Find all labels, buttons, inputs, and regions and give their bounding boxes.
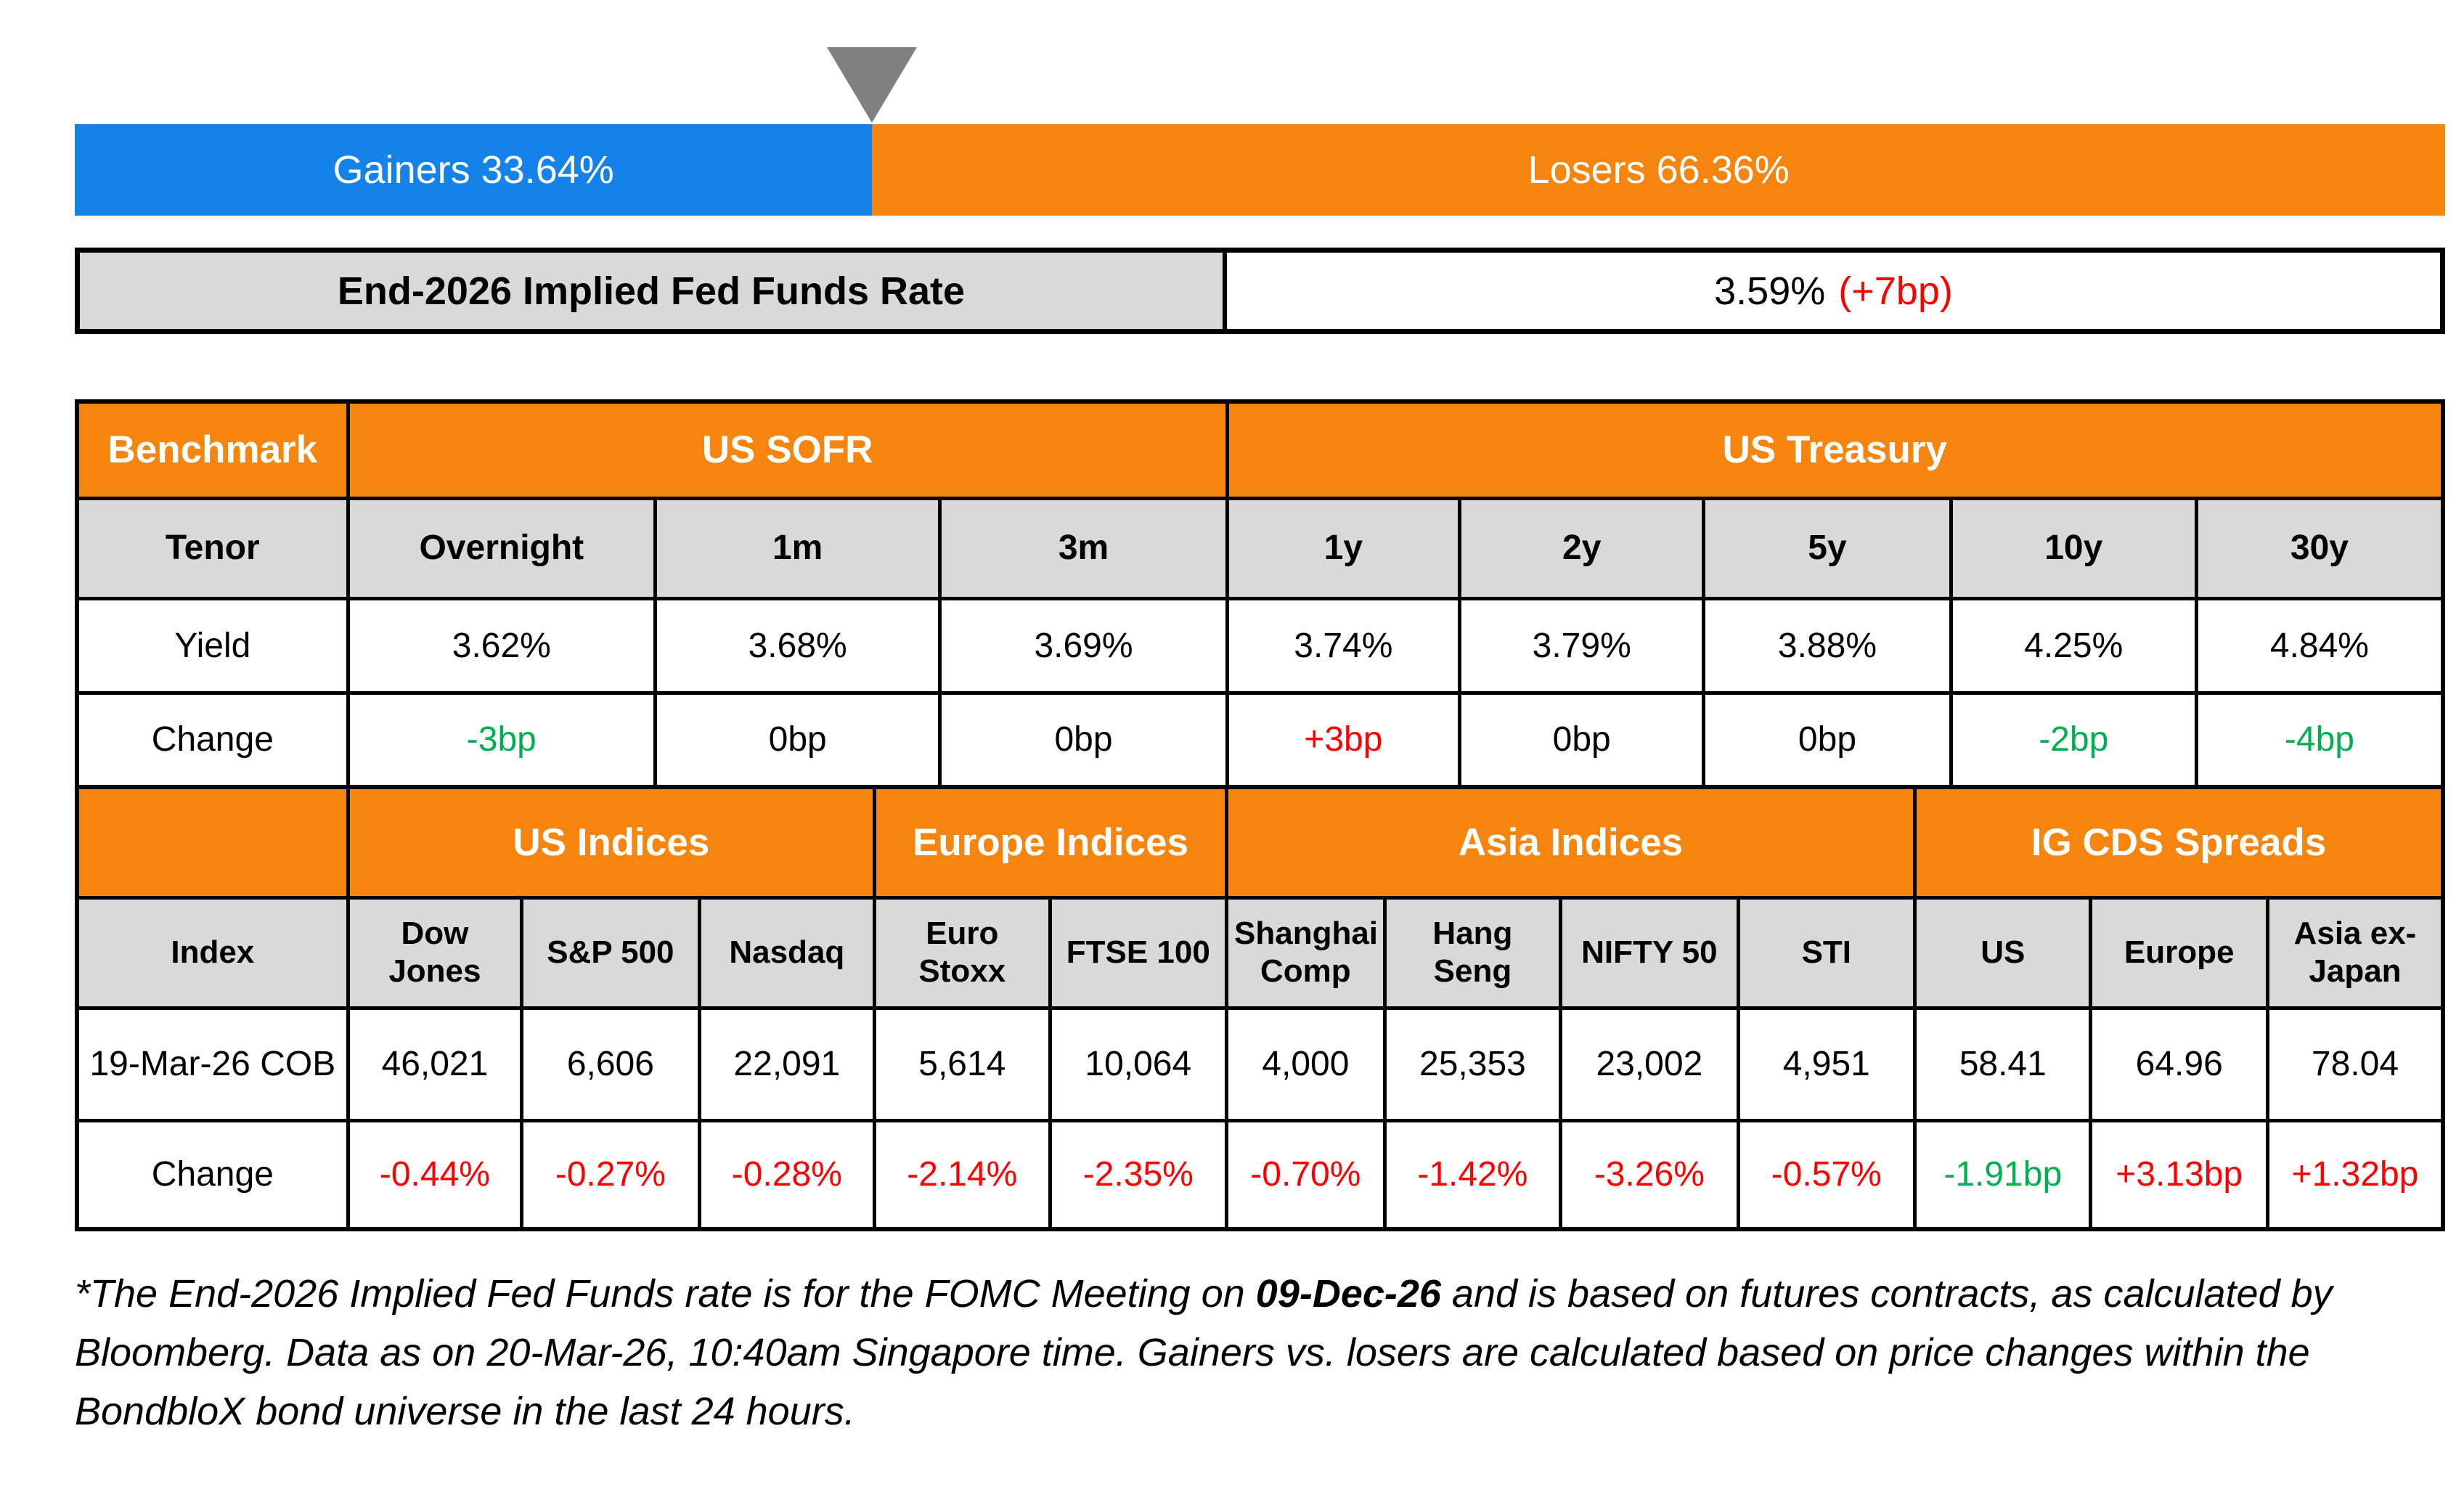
gainers-losers-bar: Gainers 33.64% Losers 66.36% xyxy=(75,124,2445,216)
yield-change-cell: 0bp xyxy=(1702,690,1953,789)
fed-funds-label: End-2026 Implied Fed Funds Rate xyxy=(80,253,1227,329)
asia-indices-header-cell: Asia Indices xyxy=(1224,785,1917,900)
yield-cell: 3.74% xyxy=(1225,596,1462,695)
tenor-row-label: Tenor xyxy=(75,496,350,600)
benchmark-header-cell: Benchmark xyxy=(75,399,350,500)
index-name-cell: Shanghai Comp xyxy=(1225,895,1387,1010)
date-row-label: 19-Mar-26 COB xyxy=(75,1006,350,1122)
index-name-cell: NIFTY 50 xyxy=(1559,895,1740,1010)
tenor-cell: 5y xyxy=(1702,496,1953,600)
tenor-cell: Overnight xyxy=(346,496,657,600)
index-change-cell: -0.27% xyxy=(520,1118,701,1231)
yield-change-cell: 0bp xyxy=(938,690,1229,789)
tenor-cell: 10y xyxy=(1949,496,2198,600)
indices-table: US Indices Europe Indices Asia Indices I… xyxy=(75,785,2445,1231)
index-change-cell: -0.70% xyxy=(1225,1118,1387,1231)
yield-change-cell: +3bp xyxy=(1225,690,1462,789)
yield-cell: 3.62% xyxy=(346,596,657,695)
fed-funds-value: 3.59% (+7bp) xyxy=(1226,253,2440,329)
index-value-cell: 58.41 xyxy=(1913,1006,2093,1122)
index-change-cell: -0.57% xyxy=(1736,1118,1917,1231)
losers-label: Losers 66.36% xyxy=(1527,148,1790,192)
index-value-cell: 46,021 xyxy=(346,1006,524,1122)
ig-cds-header-cell: IG CDS Spreads xyxy=(1913,785,2445,900)
losers-segment: Losers 66.36% xyxy=(872,124,2445,216)
index-name-cell: STI xyxy=(1736,895,1917,1010)
tenor-cell: 1m xyxy=(653,496,942,600)
marker-zone xyxy=(75,0,2445,124)
index-name-cell: Euro Stoxx xyxy=(873,895,1052,1010)
us-treasury-header-cell: US Treasury xyxy=(1225,399,2445,500)
yield-cell: 4.25% xyxy=(1949,596,2198,695)
index-change-cell: +3.13bp xyxy=(2089,1118,2269,1231)
index-row-label: Index xyxy=(75,895,350,1010)
yield-cell: 4.84% xyxy=(2194,596,2445,695)
footnote-date: 09-Dec-26 xyxy=(1255,1272,1441,1316)
gainers-losers-marker-icon xyxy=(827,47,918,123)
index-name-cell: FTSE 100 xyxy=(1048,895,1229,1010)
index-value-cell: 64.96 xyxy=(2089,1006,2269,1122)
tenor-cell: 30y xyxy=(2194,496,2445,600)
gainers-segment: Gainers 33.64% xyxy=(75,124,873,216)
fed-funds-change: (+7bp) xyxy=(1838,269,1953,313)
index-value-cell: 10,064 xyxy=(1048,1006,1229,1122)
tenor-cell: 2y xyxy=(1458,496,1706,600)
index-change-cell: -3.26% xyxy=(1559,1118,1740,1231)
gainers-label: Gainers 33.64% xyxy=(333,148,614,192)
tenor-cell: 3m xyxy=(938,496,1229,600)
index-name-cell: Asia ex-Japan xyxy=(2265,895,2445,1010)
index-change-cell: -1.42% xyxy=(1382,1118,1563,1231)
index-name-cell: US xyxy=(1913,895,2093,1010)
europe-indices-header-cell: Europe Indices xyxy=(873,785,1228,900)
index-name-cell: Hang Seng xyxy=(1382,895,1563,1010)
index-value-cell: 4,951 xyxy=(1736,1006,1917,1122)
index-name-cell: S&P 500 xyxy=(520,895,701,1010)
index-value-cell: 4,000 xyxy=(1225,1006,1387,1122)
index-value-cell: 23,002 xyxy=(1559,1006,1740,1122)
fed-funds-rate: 3.59% xyxy=(1714,269,1826,313)
yield-cell: 3.79% xyxy=(1458,596,1706,695)
tenor-cell: 1y xyxy=(1225,496,1462,600)
market-update-panel: Gainers 33.64% Losers 66.36% End-2026 Im… xyxy=(75,0,2445,1441)
index-value-cell: 22,091 xyxy=(697,1006,877,1122)
yield-change-cell: -4bp xyxy=(2194,690,2445,789)
footnote-text-2: and is based on futures contracts, as ca… xyxy=(75,1272,2333,1433)
index-value-cell: 25,353 xyxy=(1382,1006,1563,1122)
index-name-cell: Europe xyxy=(2089,895,2269,1010)
index-change-cell: -0.44% xyxy=(346,1118,524,1231)
change-row-label: Change xyxy=(75,690,350,789)
index-name-cell: Dow Jones xyxy=(346,895,524,1010)
index-change-cell: -2.14% xyxy=(873,1118,1052,1231)
fed-funds-row: End-2026 Implied Fed Funds Rate 3.59% (+… xyxy=(75,248,2445,334)
benchmark-table: Benchmark US SOFR US Treasury Tenor Over… xyxy=(75,399,2445,789)
index-change-cell: +1.32bp xyxy=(2265,1118,2445,1231)
footnote: *The End-2026 Implied Fed Funds rate is … xyxy=(75,1265,2445,1441)
index-change-cell: -0.28% xyxy=(697,1118,877,1231)
us-sofr-header-cell: US SOFR xyxy=(346,399,1229,500)
index-value-cell: 6,606 xyxy=(520,1006,701,1122)
index-name-cell: Nasdaq xyxy=(697,895,877,1010)
index-change-cell: -1.91bp xyxy=(1913,1118,2093,1231)
yield-row-label: Yield xyxy=(75,596,350,695)
us-indices-header-cell: US Indices xyxy=(346,785,877,900)
yield-cell: 3.68% xyxy=(653,596,942,695)
footnote-text-1: *The End-2026 Implied Fed Funds rate is … xyxy=(75,1272,1256,1316)
yield-cell: 3.69% xyxy=(938,596,1229,695)
index-value-cell: 5,614 xyxy=(873,1006,1052,1122)
index-change-row-label: Change xyxy=(75,1118,350,1231)
index-change-cell: -2.35% xyxy=(1048,1118,1229,1231)
yield-change-cell: -2bp xyxy=(1949,690,2198,789)
yield-change-cell: 0bp xyxy=(653,690,942,789)
yield-change-cell: 0bp xyxy=(1458,690,1706,789)
indices-corner-cell xyxy=(75,785,350,900)
yield-cell: 3.88% xyxy=(1702,596,1953,695)
yield-change-cell: -3bp xyxy=(346,690,657,789)
index-value-cell: 78.04 xyxy=(2265,1006,2445,1122)
